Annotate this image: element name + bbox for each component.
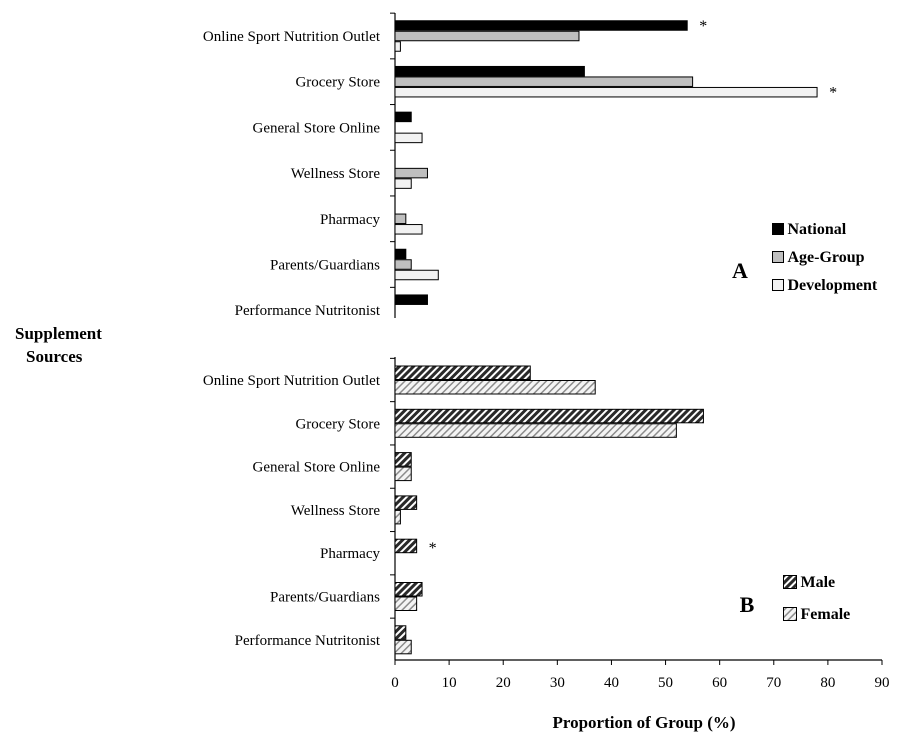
x-axis: 0 10 20 30 40 50 60 70 80 90 [391,659,890,691]
legend-label-male: Male [801,574,836,591]
panel-label: B [740,592,755,617]
category-label-performance-nutritonist: Performance Nutritonist [235,633,381,649]
category-label-general-store-online: General Store Online [253,120,381,136]
bar-age-group-pharmacy [394,213,407,225]
legend: National Age-Group Development [772,221,878,294]
category-label-grocery-store: Grocery Store [295,75,380,91]
bar-male-parents-guardians [394,582,423,597]
panel-b: Online Sport Nutrition Outlet Grocery Sto… [203,357,850,660]
x-tick-label-70: 70 [766,675,781,691]
x-tick-label-50: 50 [658,675,673,691]
bar-female-online-sport-nutrition-outlet [394,380,596,395]
bar-national-performance-nutritonist [394,294,428,305]
bar-development-pharmacy [394,224,423,235]
y-axis-title-line-1: Supplement [15,324,102,343]
significance-marker: * [829,84,837,101]
significance-marker: * [429,540,437,557]
bar-male-performance-nutritonist [394,625,407,640]
x-tick-label-0: 0 [391,675,399,691]
legend-label-national: National [788,221,847,238]
bar-age-group-parents-guardians [394,259,412,270]
bar-male-general-store-online [394,452,412,467]
category-label-performance-nutritonist: Performance Nutritonist [235,303,381,319]
legend-swatch-national [772,223,784,235]
x-tick-label-10: 10 [442,675,457,691]
x-tick-label-80: 80 [820,675,835,691]
x-tick-label-90: 90 [875,675,890,691]
bar-development-wellness-store [394,178,412,189]
legend-swatch-development [772,279,784,291]
y-axis-title-line-2: Sources [26,347,83,366]
bar-female-parents-guardians [394,596,418,611]
x-tick-label-40: 40 [604,675,619,691]
panel-a: Online Sport Nutrition Outlet * Grocery St… [203,12,878,319]
category-label-wellness-store: Wellness Store [291,503,381,519]
panel-label: A [732,258,748,283]
legend-label-age-group: Age-Group [788,249,865,266]
bar-male-wellness-store [394,495,418,510]
category-label-parents-guardians: Parents/Guardians [270,258,380,274]
legend: Male Female [783,574,851,623]
bar-national-grocery-store [394,65,585,77]
bar-age-group-grocery-store [394,76,694,87]
bar-female-grocery-store [394,423,677,438]
bar-male-grocery-store [394,408,704,424]
bar-male-online-sport-nutrition-outlet [394,365,531,380]
bar-development-general-store-online [394,132,423,144]
x-axis-title: Proportion of Group (%) [552,713,735,732]
bar-age-group-wellness-store [394,167,428,179]
legend-swatch-female [783,607,797,621]
bar-age-group-online-sport-nutrition-outlet [394,30,580,42]
legend-swatch-age-group [772,251,784,263]
bar-female-general-store-online [394,466,412,482]
category-label-online-sport-nutrition-outlet: Online Sport Nutrition Outlet [203,29,381,45]
bar-national-online-sport-nutrition-outlet [394,20,688,31]
bar-development-parents-guardians [394,269,439,281]
x-tick-label-20: 20 [496,675,511,691]
bar-development-grocery-store [394,86,818,98]
legend-swatch-male [783,575,797,589]
category-label-wellness-store: Wellness Store [291,166,381,182]
bar-male-pharmacy [394,538,418,554]
significance-marker: * [699,18,707,35]
x-tick-label-60: 60 [712,675,727,691]
x-tick-label-30: 30 [550,675,565,691]
category-label-pharmacy: Pharmacy [320,546,380,562]
bar-national-parents-guardians [394,248,407,260]
bar-female-performance-nutritonist [394,639,412,655]
category-label-parents-guardians: Parents/Guardians [270,590,380,606]
bar-national-general-store-online [394,111,412,123]
bar-female-wellness-store [394,509,401,525]
category-label-grocery-store: Grocery Store [295,416,380,432]
category-label-online-sport-nutrition-outlet: Online Sport Nutrition Outlet [203,373,381,389]
category-label-general-store-online: General Store Online [253,460,381,476]
category-label-pharmacy: Pharmacy [320,212,380,228]
bar-development-online-sport-nutrition-outlet [394,41,401,52]
legend-label-development: Development [788,277,878,294]
legend-label-female: Female [801,606,851,623]
